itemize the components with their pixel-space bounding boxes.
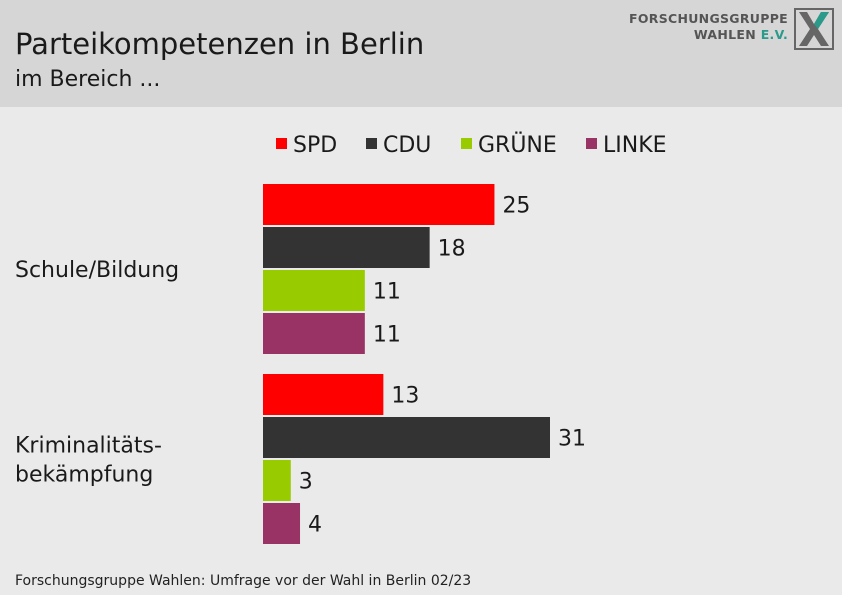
bar-linke-1 <box>263 313 365 354</box>
legend-label-linke: LINKE <box>603 133 667 158</box>
chart-title: Parteikompetenzen in Berlin <box>15 27 425 61</box>
logo-line1: FORSCHUNGSGRUPPE <box>629 11 788 26</box>
bar-grüne-1 <box>263 270 365 311</box>
chart-subtitle: im Bereich ... <box>15 67 161 92</box>
data-label-spd-1: 25 <box>502 194 530 219</box>
source-note: Forschungsgruppe Wahlen: Umfrage vor der… <box>15 573 472 589</box>
category-label-1: Schule/Bildung <box>15 258 179 283</box>
bar-cdu-2 <box>263 417 550 458</box>
bar-grüne-2 <box>263 460 291 501</box>
data-label-cdu-2: 31 <box>558 427 586 452</box>
fgw-logo: FORSCHUNGSGRUPPE WAHLEN E.V. <box>629 8 834 54</box>
data-label-linke-2: 4 <box>308 513 322 538</box>
category-label-2: Kriminalitäts-bekämpfung <box>15 434 162 488</box>
logo-line2-main: WAHLEN <box>693 27 757 42</box>
bar-spd-2 <box>263 374 384 415</box>
data-label-grüne-2: 3 <box>299 470 313 495</box>
logo-line2-accent: E.V. <box>760 27 788 42</box>
bar-spd-1 <box>263 184 495 225</box>
data-label-grüne-1: 11 <box>373 280 401 305</box>
legend-swatch-linke <box>586 138 597 149</box>
legend-label-grüne: GRÜNE <box>478 132 557 158</box>
legend-label-spd: SPD <box>293 133 337 158</box>
bar-chart: SPD CDU GRÜNE LINKE 25 18 11 11 Schule/Bildung 13… <box>15 132 667 544</box>
header-band: Parteikompetenzen in Berlin im Bereich .… <box>0 0 842 107</box>
bar-linke-2 <box>263 503 301 544</box>
data-label-linke-1: 11 <box>373 323 401 348</box>
data-label-spd-2: 13 <box>391 384 419 409</box>
logo-x-icon <box>794 8 834 50</box>
legend-label-cdu: CDU <box>383 133 431 158</box>
legend-swatch-cdu <box>366 138 377 149</box>
legend-swatch-grüne <box>461 138 472 149</box>
data-label-cdu-1: 18 <box>438 237 466 262</box>
logo-text: FORSCHUNGSGRUPPE WAHLEN E.V. <box>629 11 788 43</box>
bar-cdu-1 <box>263 227 430 268</box>
legend-swatch-spd <box>276 138 287 149</box>
